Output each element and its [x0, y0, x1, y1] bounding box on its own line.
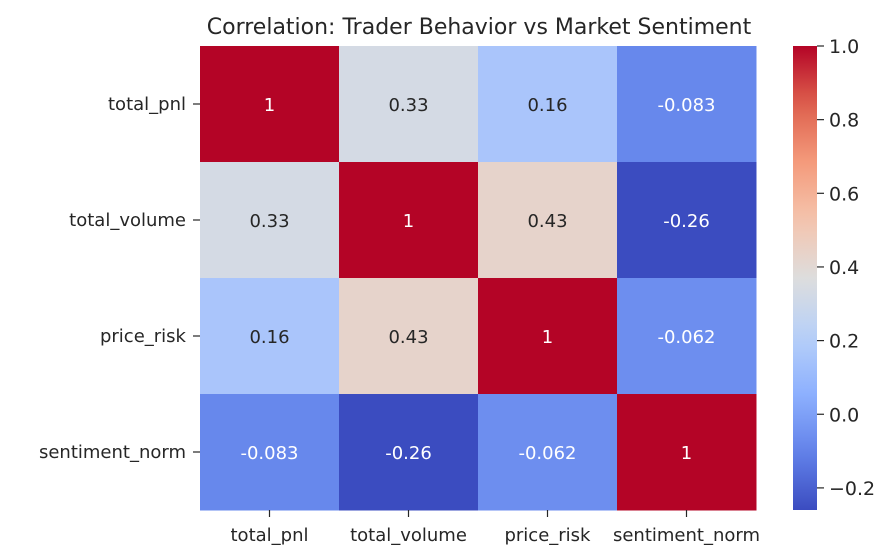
col-label-3: sentiment_norm	[613, 525, 760, 546]
colorbar-label-4: 0.2	[829, 331, 859, 353]
cell-value-3-1: -0.26	[385, 443, 432, 464]
heatmap-cell-3-2	[478, 394, 618, 511]
cell-value-3-0: -0.083	[240, 443, 298, 464]
heatmap-cell-2-1	[339, 278, 479, 395]
colorbar-label-1: 0.8	[829, 110, 859, 132]
heatmap-cell-0-2	[478, 46, 618, 163]
colorbar-label-3: 0.4	[829, 257, 859, 279]
heatmap-cell-0-0	[200, 46, 340, 163]
cell-value-0-0: 1	[264, 95, 275, 116]
heatmap-cells	[200, 46, 757, 511]
chart-title: Correlation: Trader Behavior vs Market S…	[207, 15, 752, 40]
cell-value-1-0: 0.33	[249, 211, 289, 232]
heatmap-cell-1-0	[200, 162, 340, 279]
colorbar-label-0: 1.0	[829, 36, 859, 58]
cell-value-2-1: 0.43	[388, 327, 428, 348]
col-label-0: total_pnl	[231, 525, 309, 546]
colorbar-label-2: 0.6	[829, 183, 859, 205]
cell-value-1-2: 0.43	[527, 211, 567, 232]
heatmap-cell-1-1	[339, 162, 479, 279]
cell-value-0-1: 0.33	[388, 95, 428, 116]
heatmap-cell-3-3	[617, 394, 757, 511]
row-tick-labels: total_pnl total_volume price_risk sentiment…	[39, 94, 200, 463]
colorbar	[793, 46, 817, 510]
col-label-2: price_risk	[504, 525, 591, 546]
colorbar-label-5: 0.0	[829, 404, 859, 426]
row-label-2: price_risk	[100, 326, 187, 347]
heatmap-cell-1-3	[617, 162, 757, 279]
cell-value-1-1: 1	[403, 211, 414, 232]
cell-labels: 1 0.33 0.16 -0.083 0.33 1 0.43 -0.26 0.16 0.43 1 -0…	[240, 95, 715, 464]
row-label-3: sentiment_norm	[39, 442, 186, 463]
heatmap-cell-1-2	[478, 162, 618, 279]
cell-value-2-3: -0.062	[657, 327, 715, 348]
row-label-1: total_volume	[69, 210, 186, 231]
row-label-0: total_pnl	[108, 94, 186, 115]
col-label-1: total_volume	[350, 525, 467, 546]
heatmap-cell-2-3	[617, 278, 757, 395]
colorbar-ticks: 1.0 0.8 0.6 0.4 0.2 0.0 −0.2	[817, 36, 875, 500]
cell-value-3-2: -0.062	[518, 443, 576, 464]
col-tick-labels: total_pnl total_volume price_risk sentiment…	[231, 510, 760, 546]
heatmap-cell-0-1	[339, 46, 479, 163]
colorbar-label-6: −0.2	[829, 478, 875, 500]
cell-value-0-2: 0.16	[527, 95, 567, 116]
cell-value-2-2: 1	[542, 327, 553, 348]
heatmap-cell-3-1	[339, 394, 479, 511]
cell-value-0-3: -0.083	[657, 95, 715, 116]
cell-value-1-3: -0.26	[663, 211, 710, 232]
cell-value-3-3: 1	[681, 443, 692, 464]
cell-value-2-0: 0.16	[249, 327, 289, 348]
heatmap-cell-2-0	[200, 278, 340, 395]
heatmap-cell-2-2	[478, 278, 618, 395]
heatmap-cell-0-3	[617, 46, 757, 163]
heatmap-cell-3-0	[200, 394, 340, 511]
